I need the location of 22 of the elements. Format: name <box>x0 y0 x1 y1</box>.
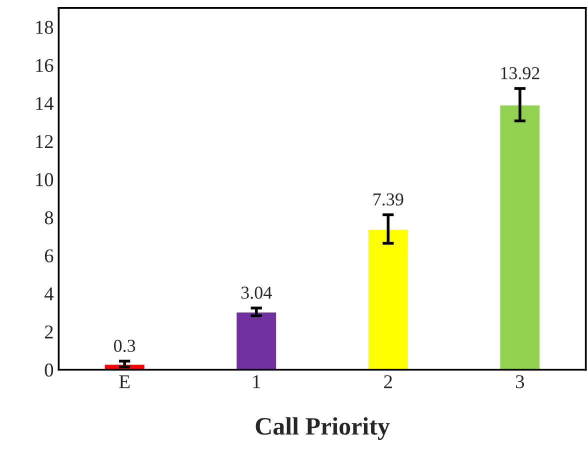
bar <box>367 228 410 370</box>
data-label: 0.3 <box>114 340 136 352</box>
x-tick-label: 1 <box>253 375 260 388</box>
y-tick-label: 16 <box>36 58 54 72</box>
y-tick-label: 10 <box>36 173 54 186</box>
x-tick-label: 2 <box>384 375 392 388</box>
y-tick-label: 4 <box>44 288 54 300</box>
data-label: 3.04 <box>241 286 272 299</box>
x-tick-label: E <box>119 375 130 388</box>
y-tick-label: 8 <box>44 211 54 224</box>
y-tick-label: 2 <box>44 326 53 338</box>
y-tick-label: 14 <box>36 97 54 110</box>
data-label: 13.92 <box>501 67 540 80</box>
data-label: 7.39 <box>374 193 404 206</box>
y-tick-label: 12 <box>36 135 53 148</box>
bar <box>235 311 278 370</box>
y-tick-label: 18 <box>36 20 54 34</box>
bar <box>498 104 542 370</box>
x-tick-label: 3 <box>516 375 524 388</box>
y-tick-label: 6 <box>44 249 54 262</box>
x-axis-title: Call Priority <box>256 417 390 440</box>
y-tick-label: 0 <box>44 364 54 377</box>
